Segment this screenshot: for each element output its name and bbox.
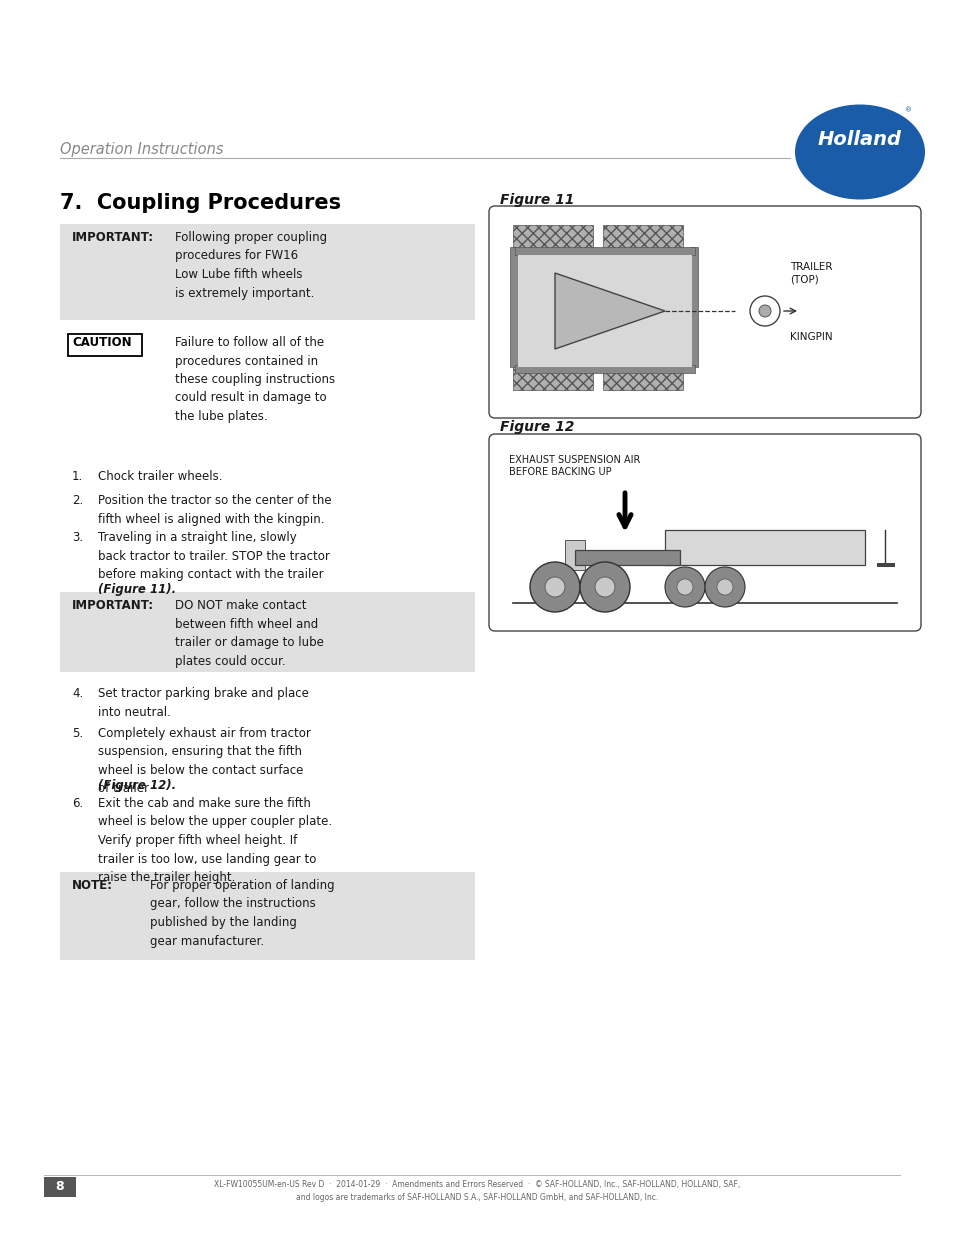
Bar [664, 530, 864, 564]
Polygon shape [555, 273, 664, 350]
Circle shape [664, 567, 704, 606]
Text: Chock trailer wheels.: Chock trailer wheels. [98, 471, 222, 483]
Text: Exit the cab and make sure the fifth
wheel is below the upper coupler plate.
Ver: Exit the cab and make sure the fifth whe… [98, 797, 332, 884]
Circle shape [749, 296, 780, 326]
Text: 2.: 2. [71, 494, 83, 508]
Bar [513, 225, 593, 249]
FancyBboxPatch shape [489, 433, 920, 631]
Text: Failure to follow all of the
procedures contained in
these coupling instructions: Failure to follow all of the procedures … [174, 336, 335, 424]
Bar [44, 1177, 76, 1197]
Text: XL-FW10055UM-en-US Rev D  ·  2014-01-29  ·  Amendments and Errors Reserved  ·  ©: XL-FW10055UM-en-US Rev D · 2014-01-29 · … [213, 1179, 740, 1202]
Circle shape [544, 577, 564, 597]
Text: 4.: 4. [71, 687, 83, 700]
Bar [564, 540, 584, 571]
Bar [517, 254, 691, 367]
Text: Following proper coupling
procedures for FW16
Low Lube fifth wheels
is extremely: Following proper coupling procedures for… [174, 231, 327, 300]
Bar [60, 592, 475, 672]
Text: Set tractor parking brake and place
into neutral.: Set tractor parking brake and place into… [98, 687, 309, 719]
Text: Traveling in a straight line, slowly
back tractor to trailer. STOP the tractor
b: Traveling in a straight line, slowly bac… [98, 531, 330, 599]
Text: For proper operation of landing
gear, follow the instructions
published by the l: For proper operation of landing gear, fo… [150, 879, 335, 947]
Text: CAUTION: CAUTION [71, 336, 132, 350]
FancyBboxPatch shape [489, 206, 920, 417]
Text: 8: 8 [55, 1179, 64, 1193]
Text: (TOP): (TOP) [789, 275, 818, 285]
Text: (Figure 12).: (Figure 12). [98, 779, 176, 792]
Text: 3.: 3. [71, 531, 83, 543]
Text: Figure 12: Figure 12 [499, 420, 574, 433]
Ellipse shape [794, 105, 924, 200]
Text: DO NOT make contact
between fifth wheel and
trailer or damage to lube
plates cou: DO NOT make contact between fifth wheel … [174, 599, 323, 667]
Bar [689, 247, 698, 367]
Bar [515, 247, 695, 254]
Text: EXHAUST SUSPENSION AIR: EXHAUST SUSPENSION AIR [509, 454, 639, 466]
Text: IMPORTANT:: IMPORTANT: [71, 599, 154, 613]
Circle shape [903, 107, 913, 117]
Bar [60, 872, 475, 960]
Text: Figure 11: Figure 11 [499, 193, 574, 207]
Bar [575, 550, 679, 564]
Circle shape [595, 577, 615, 597]
Bar [513, 366, 593, 390]
Bar [515, 366, 695, 373]
Bar [60, 224, 475, 320]
Text: Completely exhaust air from tractor
suspension, ensuring that the fifth
wheel is: Completely exhaust air from tractor susp… [98, 727, 311, 795]
Circle shape [704, 567, 744, 606]
Circle shape [530, 562, 579, 613]
Bar [602, 225, 682, 249]
Circle shape [677, 579, 692, 595]
Text: Holland: Holland [817, 130, 901, 149]
Text: BEFORE BACKING UP: BEFORE BACKING UP [509, 467, 611, 477]
Text: Operation Instructions: Operation Instructions [60, 142, 223, 157]
Text: SAF-HOLLAND Group: SAF-HOLLAND Group [808, 168, 910, 178]
Bar [602, 366, 682, 390]
Bar [510, 247, 517, 367]
Circle shape [759, 305, 770, 317]
Text: 6.: 6. [71, 797, 83, 810]
Text: TRAILER: TRAILER [789, 262, 832, 272]
Text: ®: ® [904, 107, 912, 112]
Bar [876, 563, 894, 567]
Text: IMPORTANT:: IMPORTANT: [71, 231, 154, 245]
Circle shape [717, 579, 732, 595]
Text: (Figure 11).: (Figure 11). [98, 583, 176, 597]
Text: Position the tractor so the center of the
fifth wheel is aligned with the kingpi: Position the tractor so the center of th… [98, 494, 332, 526]
Circle shape [579, 562, 629, 613]
Text: KINGPIN: KINGPIN [789, 332, 832, 342]
Text: 7.  Coupling Procedures: 7. Coupling Procedures [60, 193, 341, 212]
Text: 5.: 5. [71, 727, 83, 740]
Bar [68, 333, 142, 356]
Text: 1.: 1. [71, 471, 83, 483]
Text: NOTE:: NOTE: [71, 879, 112, 892]
